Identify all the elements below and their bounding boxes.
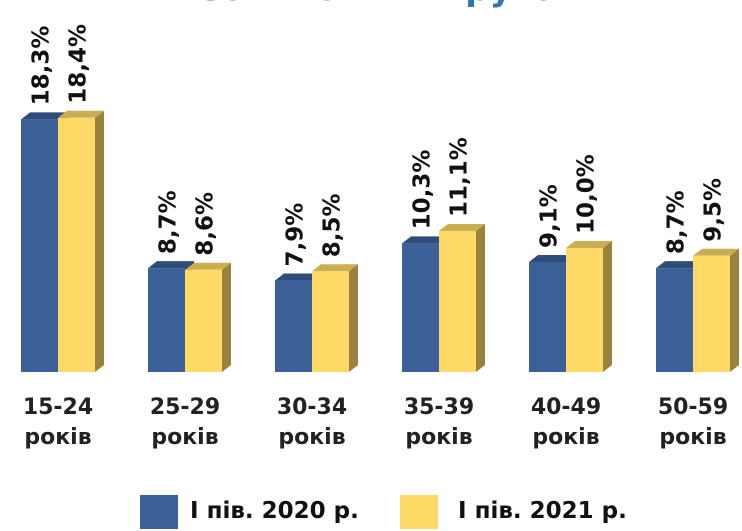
bar-top [275,273,321,281]
bar-top [656,261,702,269]
legend-swatch [140,495,178,529]
value-label: 9,5% [701,178,727,242]
bar-side [603,241,612,372]
value-label: 11,1% [447,137,473,217]
value-label: 9,1% [537,184,563,248]
bar-side [349,264,358,372]
bar-front [439,230,476,372]
bar-front [312,271,349,372]
bar-side [95,110,104,373]
bar-front [656,268,693,372]
x-tick-label: 30-34 років [276,395,348,450]
bar-top [402,236,448,244]
x-tick-label: 35-39 років [403,395,475,450]
value-label: 8,7% [156,190,182,254]
bar-front [21,119,58,372]
bar-top [58,110,104,118]
bar-top [185,262,231,270]
value-label: 18,4% [66,24,92,104]
bar-front [58,117,95,372]
bar-side [730,248,739,372]
bar [312,264,358,372]
bar [58,110,104,373]
bar [439,223,485,372]
legend-label: І пів. 2021 р. [458,498,627,524]
legend-swatch [400,495,438,529]
value-label: 8,5% [320,193,346,257]
value-label: 10,0% [574,154,600,234]
value-label: 7,9% [283,203,309,267]
value-label: 8,6% [193,192,219,256]
bar-side [222,262,231,372]
bar-front [185,269,222,372]
bar-front [275,280,312,372]
bar-front [148,268,185,372]
x-tick-label: 50-59 років [657,395,729,450]
bar-top [148,261,194,269]
bar [693,248,739,372]
bar-top [693,248,739,256]
bar-top [566,241,612,248]
bar-front [566,248,603,372]
bar-side [476,223,485,372]
bar-top [312,264,358,272]
value-label: 10,3% [410,150,436,230]
x-tick-label: 40-49 років [530,395,602,450]
bar-front [402,243,439,372]
bar-front [529,261,566,372]
bar [566,241,612,372]
value-label: 18,3% [29,26,55,106]
bar-front [693,255,730,372]
chart-title: За віковими групами [200,0,610,9]
x-tick-label: 15-24 років [22,395,94,450]
bar [185,262,231,372]
bar-top [439,223,485,231]
value-label: 8,7% [664,190,690,254]
x-tick-label: 25-29 років [149,395,221,450]
bar-top [21,112,67,120]
bar-top [529,254,575,262]
legend-label: І пів. 2020 р. [190,498,359,524]
